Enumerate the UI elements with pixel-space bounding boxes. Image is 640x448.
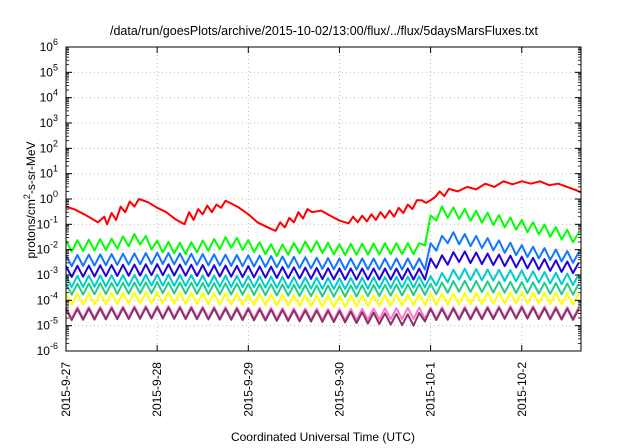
y-tick-label: 100 bbox=[40, 189, 58, 206]
axis-ticks bbox=[65, 46, 581, 352]
y-tick-label: 10-2 bbox=[37, 240, 58, 257]
y-tick-label: 102 bbox=[40, 138, 58, 155]
x-tick-label: 2015-9-28 bbox=[150, 362, 164, 417]
x-tick-label: 2015-10-1 bbox=[424, 362, 438, 417]
chart-title: /data/run/goesPlots/archive/2015-10-02/1… bbox=[110, 24, 539, 38]
x-axis-label: Coordinated Universal Time (UTC) bbox=[231, 430, 415, 444]
y-axis-label: protons/cm2-s-sr-MeV bbox=[22, 141, 38, 258]
series-line-4 bbox=[65, 267, 580, 291]
x-tick-label: 2015-10-2 bbox=[515, 362, 529, 417]
y-tick-label: 10-5 bbox=[37, 316, 58, 333]
y-tick-label: 101 bbox=[40, 164, 58, 181]
series-line-0 bbox=[65, 180, 582, 232]
y-tick-label: 10-3 bbox=[37, 265, 58, 282]
series-line-6 bbox=[65, 291, 580, 308]
series-line-5 bbox=[65, 279, 580, 298]
series-line-2 bbox=[65, 231, 580, 271]
x-tick-label: 2015-9-27 bbox=[59, 362, 73, 417]
y-tick-label: 103 bbox=[40, 113, 58, 130]
x-tick-label: 2015-9-29 bbox=[241, 362, 255, 417]
series-line-3 bbox=[65, 250, 580, 281]
x-tick-labels: 2015-9-27 2015-9-28 2015-9-29 2015-9-30 2015… bbox=[59, 362, 529, 417]
x-tick-label: 2015-9-30 bbox=[332, 362, 346, 417]
y-tick-label: 106 bbox=[40, 37, 58, 54]
series-line-8 bbox=[65, 306, 580, 327]
series-line-1 bbox=[65, 205, 580, 258]
y-tick-label: 105 bbox=[40, 62, 58, 79]
y-tick-label: 10-6 bbox=[37, 341, 58, 358]
y-tick-label: 104 bbox=[40, 88, 58, 105]
y-tick-label: 10-4 bbox=[37, 290, 58, 307]
series-layer bbox=[65, 180, 582, 327]
y-tick-labels: 10-6 10-5 10-4 10-3 10-2 10-1 100 101 102 103 104 1… bbox=[37, 37, 58, 358]
y-tick-label: 10-1 bbox=[37, 214, 58, 231]
